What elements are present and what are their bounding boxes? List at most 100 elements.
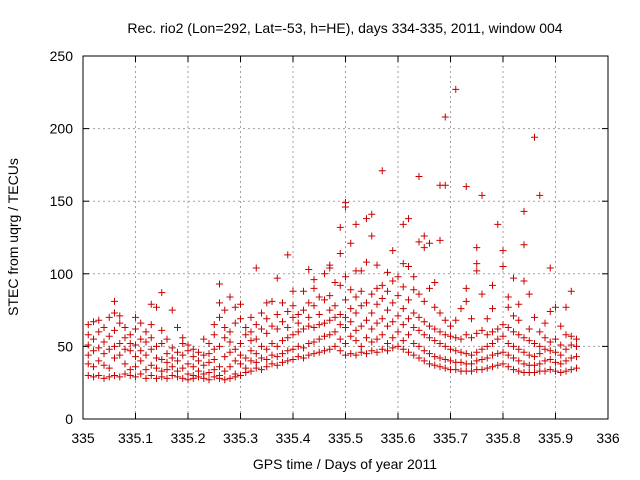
data-point (111, 371, 118, 379)
data-point (478, 366, 486, 374)
data-point (116, 319, 124, 327)
data-point (174, 357, 181, 365)
data-point (483, 331, 491, 339)
data-point (468, 315, 475, 323)
data-point (347, 286, 355, 294)
data-point (226, 293, 234, 301)
data-point (457, 305, 465, 313)
data-point (273, 310, 281, 318)
data-point (478, 191, 486, 199)
data-point (116, 373, 124, 381)
data-point (252, 264, 260, 272)
data-point (431, 353, 439, 361)
data-point (294, 319, 302, 327)
data-point (90, 335, 97, 343)
data-point (258, 325, 265, 333)
data-point (100, 338, 108, 346)
data-point (468, 367, 475, 375)
data-point (473, 267, 481, 275)
data-point (184, 360, 192, 368)
data-point (184, 370, 192, 378)
data-point (237, 300, 244, 308)
data-point (237, 360, 244, 368)
data-point (363, 299, 370, 307)
data-point (457, 358, 465, 366)
data-point (394, 273, 402, 281)
data-point (499, 247, 507, 255)
data-point (562, 303, 570, 311)
data-point (216, 313, 223, 321)
data-point (326, 306, 334, 314)
data-point (525, 290, 533, 298)
data-point (105, 373, 113, 381)
data-point (200, 361, 208, 369)
data-point (284, 251, 292, 259)
data-point (552, 348, 559, 356)
data-point (168, 344, 176, 352)
data-point (137, 347, 145, 355)
data-point (242, 324, 250, 332)
data-point (205, 376, 213, 384)
data-point (357, 342, 365, 350)
data-point (489, 328, 496, 336)
data-point (242, 354, 250, 362)
data-point (279, 358, 286, 366)
data-point (399, 337, 407, 345)
data-point (478, 290, 486, 298)
data-point (158, 367, 166, 375)
data-point (95, 357, 103, 365)
data-point (100, 350, 108, 358)
data-point (352, 293, 360, 301)
y-axis-label: STEC from uqrg / TECUs (5, 158, 21, 316)
data-point (221, 353, 229, 361)
data-point (378, 331, 386, 339)
data-point (478, 345, 486, 353)
data-point (310, 302, 318, 310)
data-point (436, 328, 444, 336)
data-point (357, 302, 365, 310)
data-point (389, 247, 397, 255)
data-point (142, 338, 150, 346)
data-point (489, 339, 496, 347)
data-point (252, 335, 260, 343)
data-point (305, 313, 313, 321)
data-point (331, 328, 339, 336)
data-point (111, 297, 118, 305)
data-point (573, 353, 580, 361)
data-point (520, 360, 528, 368)
data-point (399, 321, 407, 329)
data-point (462, 331, 470, 339)
data-point (90, 373, 97, 381)
x-tick-label: 335.9 (538, 430, 573, 446)
data-point (436, 309, 444, 317)
data-point (531, 361, 538, 369)
data-point (541, 367, 549, 375)
data-point (200, 370, 208, 378)
y-tick-label: 250 (50, 48, 74, 64)
data-point (84, 371, 92, 379)
data-point (536, 328, 544, 336)
data-point (504, 351, 512, 359)
data-point (158, 289, 166, 297)
data-point (567, 332, 575, 340)
data-point (116, 312, 124, 320)
data-point (263, 363, 271, 371)
x-tick-label: 335.4 (275, 430, 310, 446)
data-point (567, 341, 575, 349)
data-point (121, 370, 129, 378)
data-point (510, 312, 517, 320)
data-point (368, 210, 376, 218)
data-point (116, 339, 124, 347)
data-point (273, 353, 281, 361)
data-point (331, 313, 339, 321)
data-point (210, 373, 218, 381)
data-point (268, 322, 276, 330)
data-point (499, 360, 507, 368)
data-point (384, 268, 391, 276)
data-point (536, 191, 544, 199)
data-point (378, 281, 386, 289)
data-point (410, 351, 418, 359)
x-tick-label: 335.1 (118, 430, 153, 446)
data-point (504, 293, 512, 301)
data-point (499, 321, 507, 329)
